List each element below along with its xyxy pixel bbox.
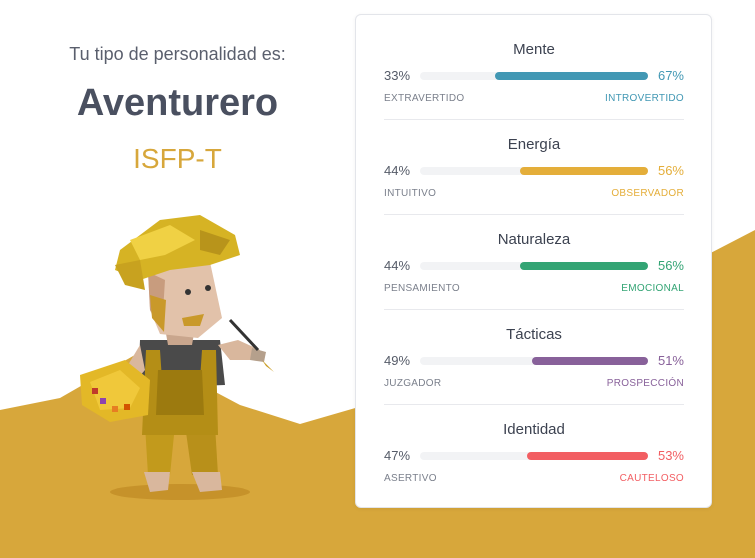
trait-bar xyxy=(420,452,648,460)
trait-bar-fill xyxy=(520,262,648,270)
trait-left-label: JUZGADOR xyxy=(384,378,442,389)
trait-title: Naturaleza xyxy=(497,231,571,248)
trait-tactics: Tácticas 49% 51% JUZGADOR PROSPECCIÓN xyxy=(384,300,684,405)
type-code: ISFP-T xyxy=(133,143,222,174)
trait-bar xyxy=(420,167,648,175)
trait-right-label: PROSPECCIÓN xyxy=(606,378,684,389)
personality-summary: Tu tipo de personalidad es: Aventurero I… xyxy=(0,0,355,558)
trait-right-label: EMOCIONAL xyxy=(621,283,684,294)
trait-right-label: CAUTELOSO xyxy=(619,473,684,484)
trait-left-percent: 47% xyxy=(384,448,411,463)
divider xyxy=(384,214,684,215)
trait-right-label: INTROVERTIDO xyxy=(605,93,684,104)
trait-left-label: INTUITIVO xyxy=(384,188,437,199)
trait-mind: Mente 33% 67% EXTRAVERTIDO INTROVERTIDO xyxy=(384,15,684,120)
trait-left-label: ASERTIVO xyxy=(384,473,437,484)
trait-identity: Identidad 47% 53% ASERTIVO CAUTELOSO xyxy=(384,395,684,490)
trait-left-percent: 44% xyxy=(384,163,411,178)
trait-right-percent: 56% xyxy=(657,163,684,178)
traits-card: Mente 33% 67% EXTRAVERTIDO INTROVERTIDO … xyxy=(355,14,712,508)
trait-right-percent: 53% xyxy=(657,448,684,463)
trait-right-label: OBSERVADOR xyxy=(611,188,684,199)
trait-title: Energía xyxy=(507,136,561,153)
trait-bar-fill xyxy=(531,357,648,365)
trait-right-percent: 51% xyxy=(657,353,684,368)
trait-bar-fill xyxy=(527,452,648,460)
trait-bar-fill xyxy=(495,72,648,80)
divider xyxy=(384,309,684,310)
trait-left-percent: 33% xyxy=(384,68,411,83)
trait-title: Identidad xyxy=(503,421,565,438)
trait-bar-fill xyxy=(520,167,648,175)
trait-right-percent: 67% xyxy=(657,68,684,83)
trait-bar xyxy=(420,72,648,80)
type-name: Aventurero xyxy=(76,82,279,124)
trait-energy: Energía 44% 56% INTUITIVO OBSERVADOR xyxy=(384,110,684,215)
trait-bar xyxy=(420,357,648,365)
trait-bar xyxy=(420,262,648,270)
trait-left-label: PENSAMIENTO xyxy=(384,283,460,294)
trait-left-label: EXTRAVERTIDO xyxy=(384,93,465,104)
trait-left-percent: 44% xyxy=(384,258,411,273)
trait-title: Tácticas xyxy=(506,326,562,343)
intro-text: Tu tipo de personalidad es: xyxy=(69,44,286,64)
trait-title: Mente xyxy=(513,41,555,58)
divider xyxy=(384,404,684,405)
trait-right-percent: 56% xyxy=(657,258,684,273)
trait-left-percent: 49% xyxy=(384,353,411,368)
adventurer-illustration xyxy=(80,215,274,500)
divider xyxy=(384,119,684,120)
trait-nature: Naturaleza 44% 56% PENSAMIENTO EMOCIONAL xyxy=(384,205,684,310)
